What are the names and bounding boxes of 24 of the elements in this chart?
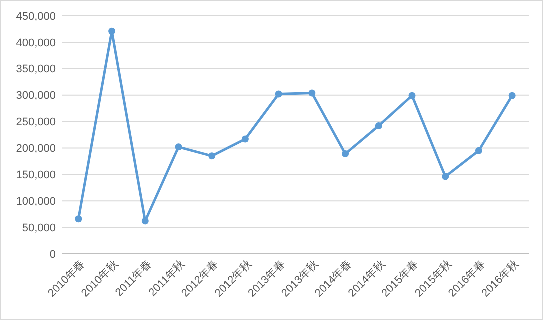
y-tick-label: 400,000 xyxy=(16,37,56,50)
point xyxy=(208,152,216,160)
y-tick-label: 200,000 xyxy=(16,143,56,156)
point xyxy=(175,144,182,151)
point xyxy=(75,216,82,223)
point xyxy=(108,28,116,35)
y-tick-label: 0 xyxy=(50,248,56,261)
y-tick-label: 250,000 xyxy=(16,116,56,129)
point xyxy=(475,147,482,154)
point xyxy=(275,90,282,98)
point xyxy=(142,218,149,225)
y-tick-label: 300,000 xyxy=(16,90,56,102)
y-tick-label: 350,000 xyxy=(16,64,56,76)
point xyxy=(342,150,350,158)
point xyxy=(375,122,382,130)
point xyxy=(408,92,416,100)
y-tick-label: 100,000 xyxy=(16,196,56,208)
y-tick-label: 50,000 xyxy=(22,222,56,234)
point xyxy=(508,92,516,100)
point xyxy=(442,173,450,180)
point xyxy=(308,90,316,97)
y-tick-label: 450,000 xyxy=(16,10,56,23)
point xyxy=(242,136,249,143)
y-tick-label: 150,000 xyxy=(16,170,56,182)
